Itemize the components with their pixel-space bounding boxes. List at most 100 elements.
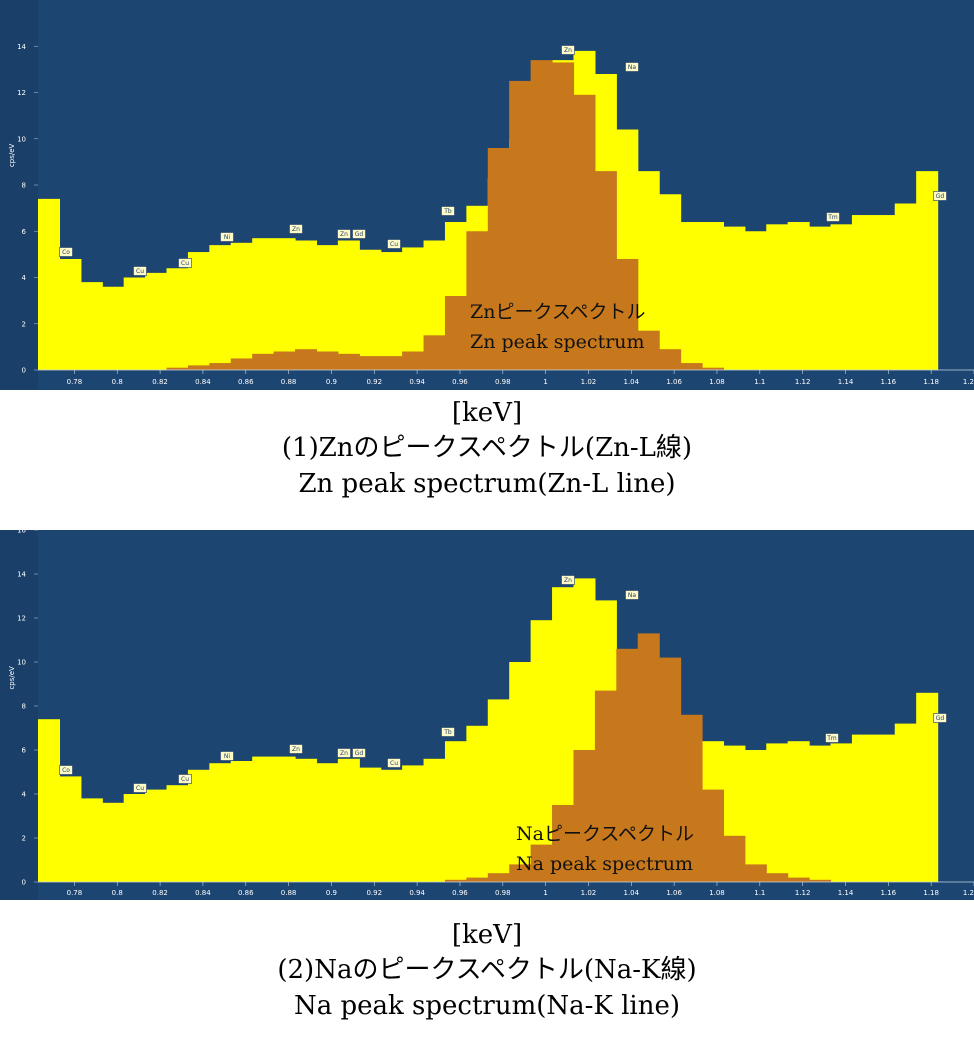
element-tag-label: Tb (443, 208, 452, 215)
element-tag-box (825, 733, 839, 743)
continuum-bar (102, 802, 125, 882)
x-axis-ticks: 0.78 0.8 0.82 0.84 0.86 0.88 0.9 0.92 0.94 0.96 0.… (67, 370, 974, 386)
continuum-bar (187, 769, 210, 882)
element-tag-box (289, 224, 303, 234)
x-tick-label: 0.82 (152, 889, 168, 897)
peak-bar (316, 351, 339, 370)
y-tick-label: 6 (22, 228, 27, 236)
y-tick-label: 0 (22, 367, 26, 375)
peak-bar (209, 363, 232, 370)
peak-bar (659, 349, 682, 370)
peak-bar (487, 148, 510, 370)
element-tag-box (178, 258, 192, 268)
element-tag-box (220, 751, 234, 761)
x-tick-label: 0.88 (281, 889, 297, 897)
x-axis-ticks: 0.78 0.8 0.82 0.84 0.86 0.88 0.9 0.92 0.94 0.96 0.… (67, 882, 974, 897)
continuum-bar (316, 763, 339, 882)
caption-unit: [keV] (451, 920, 523, 950)
continuum-bar (273, 238, 296, 370)
continuum-bar (894, 203, 917, 370)
y-tick-label: 12 (17, 615, 26, 623)
continuum-bar (851, 734, 874, 882)
element-tags: Co Cu Cu Ni Zn Zn Gd Cu Tb Zn Na Tm Gd (59, 45, 947, 276)
x-tick-label: 0.86 (238, 378, 254, 386)
element-tag-label: Zn (292, 226, 300, 233)
y-tick-label: 4 (22, 791, 27, 799)
continuum-bar (273, 756, 296, 882)
peak-bar (530, 60, 553, 370)
peak-bar (423, 335, 446, 370)
peak-bar (680, 363, 703, 370)
y-tick-label: 8 (22, 703, 26, 711)
continuum-bar (252, 756, 275, 882)
element-tag-box (826, 212, 840, 222)
peak-bar (466, 231, 489, 370)
x-tick-label: 0.98 (495, 889, 511, 897)
continuum-bar (659, 194, 682, 370)
continuum-bar (723, 226, 746, 370)
x-tick-label: 1.14 (838, 889, 854, 897)
peak-bar (787, 877, 810, 882)
x-tick-label: 1.08 (709, 378, 725, 386)
caption-title-en: Zn peak spectrum(Zn-L line) (298, 469, 676, 499)
element-tag-label: Zn (564, 47, 572, 54)
element-tag-label: Zn (292, 746, 300, 753)
continuum-bar (380, 252, 403, 370)
x-tick-label: 1.04 (624, 889, 640, 897)
element-tag-label: Cu (390, 241, 398, 248)
element-tag-box (220, 232, 234, 242)
y-tick-label: 12 (17, 89, 26, 97)
x-tick-label: 0.82 (152, 378, 168, 386)
continuum-bar (766, 743, 789, 882)
y-axis-ticks: 0 2 4 6 8 10 12 14 16 (17, 530, 38, 887)
y-tick-label: 6 (22, 747, 27, 755)
peak-bar (444, 879, 467, 882)
continuum-bar (466, 725, 489, 882)
element-tag-label: Zn (564, 577, 572, 584)
continuum-bar (787, 741, 810, 882)
element-tag-label: Zn (340, 231, 348, 238)
element-tag-box (352, 748, 366, 758)
continuum-bar (744, 750, 767, 882)
x-tick-label: 1.12 (795, 378, 811, 386)
peak-series (444, 633, 832, 882)
chart-svg-zn: 0 2 4 6 8 10 12 14 cps/eV 0.78 0.8 0.82 0.84 0.86 0.88… (0, 0, 974, 390)
continuum-bar (316, 245, 339, 370)
continuum-bar (509, 662, 532, 882)
element-tag-box (59, 247, 73, 257)
x-tick-label: 0.84 (195, 889, 211, 897)
continuum-bar (680, 222, 703, 370)
continuum-bar (530, 620, 553, 882)
x-tick-label: 0.8 (112, 889, 123, 897)
element-tag-label: Cu (136, 785, 144, 792)
continuum-bar (873, 734, 896, 882)
x-tick-label: 0.96 (452, 889, 468, 897)
peak-bar (359, 356, 382, 370)
y-axis-label: cps/eV (8, 143, 16, 167)
continuum-bar (830, 224, 853, 370)
continuum-bar (166, 785, 189, 882)
x-tick-label: 0.98 (495, 378, 511, 386)
continuum-bar (851, 215, 874, 370)
element-tag-label: Co (62, 767, 70, 774)
continuum-bar (380, 769, 403, 882)
y-axis-area (0, 530, 38, 900)
continuum-bar (916, 692, 939, 882)
element-tag-box (59, 765, 73, 775)
continuum-bar (252, 238, 275, 370)
element-tags: Co Cu Cu Ni Zn Zn Gd Cu Tb Zn Na Tm Gd (59, 575, 947, 793)
x-tick-label: 1.18 (923, 378, 939, 386)
peak-bar (616, 259, 639, 370)
x-tick-label: 0.78 (67, 378, 83, 386)
continuum-bar (916, 171, 939, 370)
x-tick-label: 0.78 (67, 889, 83, 897)
x-tick-label: 0.92 (366, 889, 382, 897)
peak-bar (230, 358, 253, 370)
continuum-bar (809, 745, 832, 882)
element-tag-label: Na (628, 592, 636, 599)
x-tick-label: 0.8 (112, 378, 123, 386)
y-tick-label: 14 (17, 43, 26, 51)
continuum-bar (38, 198, 61, 370)
peak-bar (552, 805, 575, 882)
peak-bar (680, 714, 703, 882)
